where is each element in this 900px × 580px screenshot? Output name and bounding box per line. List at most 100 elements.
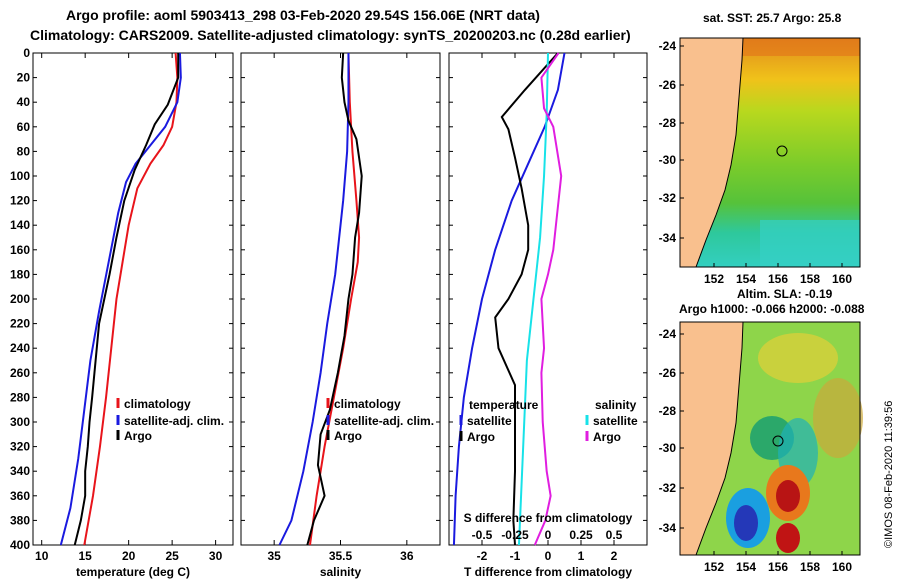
top-tick-label: 0.5: [606, 528, 623, 542]
sla-cold-eddy-core: [734, 505, 758, 541]
x-axis-label: temperature (deg C): [76, 565, 190, 579]
lon-tick-label: 158: [800, 560, 820, 574]
legend-label: Argo: [593, 430, 621, 444]
y-tick-label: 20: [17, 71, 31, 85]
y-tick-label: 60: [17, 120, 31, 134]
x-tick-label: 25: [165, 549, 179, 563]
sst-cool-patch: [760, 220, 860, 267]
sla-high-patch-east: [813, 378, 863, 458]
lon-tick-label: 154: [736, 560, 756, 574]
sla-lat-axis: -24 -26 -28 -30 -32 -34: [659, 327, 684, 535]
panel-frame: [448, 52, 648, 546]
lat-tick-label: -32: [659, 481, 677, 495]
imos-credit: ©IMOS 08-Feb-2020 11:39:56: [883, 400, 895, 548]
sst-warm-patch: [728, 38, 860, 56]
top-tick-label: 0.25: [569, 528, 593, 542]
series-line-salinity-argo: [533, 52, 563, 546]
y-tick-label: 280: [10, 390, 30, 404]
sst-map-title: sat. SST: 25.7 Argo: 25.8: [703, 11, 842, 25]
lat-tick-label: -32: [659, 191, 677, 205]
y-tick-label: 220: [10, 317, 30, 331]
legend-title-salinity: salinity: [595, 398, 637, 412]
y-tick-label: 140: [10, 218, 30, 232]
x-tick-label: 35: [267, 549, 281, 563]
series-line-salinity-satellite: [517, 52, 549, 546]
y-tick-label: 260: [10, 366, 30, 380]
panel-frame: [240, 52, 441, 546]
x-tick-label: 35.5: [329, 549, 353, 563]
legend-label: satellite: [593, 414, 638, 428]
x-tick-label: 0: [545, 549, 552, 563]
plot-title-line1: Argo profile: aoml 5903413_298 03-Feb-20…: [66, 7, 540, 23]
x-tick-label: 20: [122, 549, 136, 563]
series-line-temperature-argo: [494, 52, 559, 546]
y-tick-label: 100: [10, 169, 30, 183]
salinity-panel: 35 35.5 36 salinity climatology satellite-adj…: [240, 52, 441, 579]
sla-lon-axis: 152 154 156 158 160: [704, 551, 852, 574]
difference-panel: -2 -1 0 1 2 T difference from climatology temp…: [448, 52, 648, 579]
legend-label: satellite-adj. clim.: [334, 414, 434, 428]
y-tick-label: 160: [10, 243, 30, 257]
lat-tick-label: -24: [659, 39, 677, 53]
x-axis-label: salinity: [320, 565, 362, 579]
sst-map-frame: [679, 37, 861, 268]
lon-tick-label: 156: [768, 560, 788, 574]
legend-title-temperature: temperature: [469, 398, 539, 412]
sst-lat-axis: -24 -26 -28 -30 -32 -34: [659, 39, 684, 245]
series-line-argo: [73, 53, 180, 546]
x-tick-label: 36: [400, 549, 414, 563]
sst-lon-axis: 152 154 156 158 160: [704, 263, 852, 286]
lon-tick-label: 160: [832, 272, 852, 286]
x-axis-label: T difference from climatology: [464, 565, 632, 579]
lon-tick-label: 156: [768, 272, 788, 286]
lon-tick-label: 152: [704, 560, 724, 574]
y-tick-label: 120: [10, 194, 30, 208]
sst-map: -24 -26 -28 -30 -32 -34 152 154 156 158 160: [659, 37, 861, 286]
top-tick-label: -0.5: [472, 528, 493, 542]
y-tick-label: 400: [10, 538, 30, 552]
sla-high-patch: [758, 333, 838, 383]
series-line-satellite-adj-clim-: [278, 53, 350, 546]
lat-tick-label: -34: [659, 231, 677, 245]
x-tick-label: 1: [578, 549, 585, 563]
top-axis-label: S difference from climatology: [464, 511, 633, 525]
y-tick-label: 320: [10, 440, 30, 454]
lat-tick-label: -24: [659, 327, 677, 341]
lat-tick-label: -30: [659, 153, 677, 167]
x-tick-label: 30: [209, 549, 223, 563]
x-tick-label: 2: [611, 549, 618, 563]
temperature-panel: 0 20 40 60 80 100 120 140 160 180 200 220 240 260 280 3…: [10, 46, 234, 579]
lat-tick-label: -28: [659, 116, 677, 130]
sla-map-title-line1: Altim. SLA: -0.19: [737, 287, 833, 301]
x-tick-label: -2: [477, 549, 488, 563]
y-tick-label: 240: [10, 341, 30, 355]
panel-frame: [32, 52, 234, 546]
sla-map-frame: [679, 321, 861, 556]
legend-label: Argo: [334, 429, 362, 443]
lon-tick-label: 160: [832, 560, 852, 574]
x-tick-label: -1: [510, 549, 521, 563]
x-tick-label: 15: [78, 549, 92, 563]
x-tick-label: 10: [35, 549, 49, 563]
series-line-climatology: [308, 52, 361, 546]
profile-charts: 0204060801001201401601802002202402602803…: [10, 46, 648, 579]
y-tick-label: 80: [17, 144, 31, 158]
y-tick-label: 360: [10, 489, 30, 503]
y-tick-label: 300: [10, 415, 30, 429]
series-line-argo: [306, 52, 363, 546]
series-line-satellite-adj-clim-: [59, 52, 182, 546]
legend-label: Argo: [467, 430, 495, 444]
top-tick-label: -0.25: [501, 528, 529, 542]
y-tick-label: 40: [17, 95, 31, 109]
lon-tick-label: 158: [800, 272, 820, 286]
sla-argo-location-marker: [772, 435, 784, 447]
y-tick-label: 340: [10, 464, 30, 478]
legend-label: satellite: [467, 414, 512, 428]
lon-tick-label: 152: [704, 272, 724, 286]
lat-tick-label: -26: [659, 78, 677, 92]
legend-label: Argo: [124, 429, 152, 443]
lon-tick-label: 154: [736, 272, 756, 286]
legend-label: satellite-adj. clim.: [124, 414, 224, 428]
y-tick-label: 180: [10, 267, 30, 281]
